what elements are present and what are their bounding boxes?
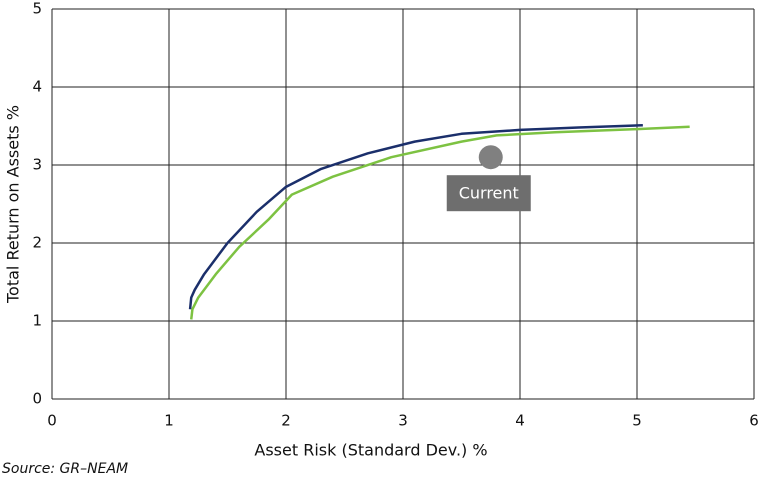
y-tick-label: 5	[32, 0, 42, 18]
line-series	[188, 123, 643, 310]
y-tick-label: 2	[32, 234, 42, 252]
line-series	[189, 125, 690, 320]
y-axis-title: Total Return on Assets %	[4, 105, 23, 304]
y-tick-label: 1	[32, 312, 42, 330]
x-tick-label: 1	[164, 412, 174, 430]
annotation-label: Current	[459, 184, 519, 203]
x-tick-label: 5	[632, 412, 642, 430]
current-point	[478, 145, 503, 170]
x-tick-label: 2	[281, 412, 291, 430]
y-tick-label: 0	[32, 390, 42, 408]
annotation-box	[446, 175, 531, 212]
x-tick-label: 6	[749, 412, 759, 430]
source: Source: GR–NEAM	[2, 461, 128, 477]
x-tick-label: 4	[515, 412, 525, 430]
x-tick-label: 0	[47, 412, 57, 430]
y-tick-label: 3	[32, 156, 42, 174]
x-tick-label: 3	[398, 412, 408, 430]
y-tick-label: 4	[32, 78, 42, 96]
x-axis-title: Asset Risk (Standard Dev.) %	[254, 441, 487, 460]
